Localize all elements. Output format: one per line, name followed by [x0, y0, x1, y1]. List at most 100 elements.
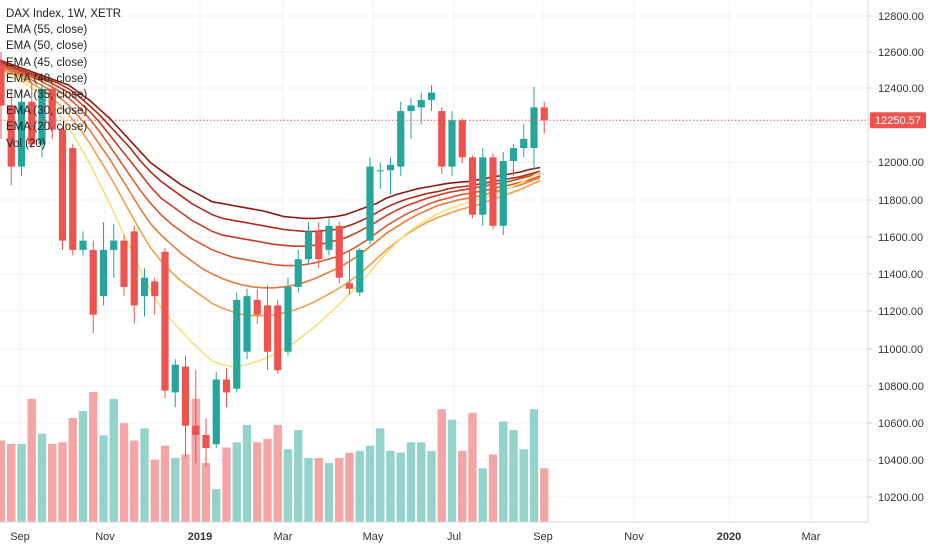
price-axis[interactable]: 12800.0012600.0012400.0012200.0012000.00… — [867, 0, 926, 522]
price-tick-label: 11000.00 — [878, 344, 923, 356]
time-tick-label: May — [363, 531, 384, 543]
candle-body — [540, 107, 548, 121]
candle[interactable] — [325, 218, 333, 256]
candle[interactable] — [120, 235, 128, 297]
candle-body — [110, 240, 118, 250]
candle[interactable] — [376, 162, 384, 189]
candle[interactable] — [294, 249, 302, 293]
volume-bar — [417, 442, 426, 522]
candle[interactable] — [89, 240, 97, 334]
candle[interactable] — [69, 144, 77, 256]
candle[interactable] — [171, 359, 179, 408]
legend-ema40[interactable]: EMA (40, close) — [6, 72, 88, 85]
candle[interactable] — [509, 144, 518, 176]
candle[interactable] — [448, 111, 456, 176]
candle[interactable] — [345, 249, 354, 295]
candle-body — [530, 107, 538, 149]
candle[interactable] — [161, 248, 169, 398]
candle-body — [48, 88, 56, 130]
candle[interactable] — [520, 124, 528, 158]
price-tick-label: 10600.00 — [878, 418, 924, 430]
candle[interactable] — [274, 299, 282, 374]
candle-body — [407, 105, 415, 112]
candle-body — [304, 231, 313, 260]
legend-ema35[interactable]: EMA (35, close) — [6, 89, 88, 102]
candle-body — [202, 435, 210, 448]
candle[interactable] — [17, 88, 26, 176]
candle[interactable] — [212, 372, 220, 448]
candle-body — [233, 299, 241, 389]
candle[interactable] — [99, 222, 108, 306]
candle[interactable] — [181, 355, 190, 458]
candle[interactable] — [233, 292, 241, 393]
candle[interactable] — [489, 153, 497, 230]
volume-bar — [273, 424, 282, 522]
candle-body — [58, 129, 67, 241]
volume-bar — [365, 445, 375, 522]
candle[interactable] — [222, 368, 231, 408]
candle[interactable] — [58, 125, 67, 250]
volume-bar — [447, 419, 457, 522]
legend-ema20[interactable]: EMA (20, close) — [6, 121, 88, 134]
volume-bar — [171, 457, 180, 522]
candle-body — [99, 249, 108, 297]
candle[interactable] — [79, 231, 87, 256]
candle[interactable] — [315, 222, 323, 269]
legend-ema50[interactable]: EMA (50, close) — [6, 40, 88, 53]
candle[interactable] — [243, 288, 251, 360]
candle[interactable] — [417, 92, 425, 125]
volume-bar — [263, 438, 272, 522]
candle[interactable] — [407, 98, 415, 139]
candle-body — [417, 99, 425, 108]
candle-body — [520, 138, 528, 149]
candle[interactable] — [48, 85, 56, 139]
candle-body — [294, 259, 302, 287]
volume-bar — [160, 445, 170, 522]
candle[interactable] — [304, 222, 313, 263]
legend-volume[interactable]: Vol (20) — [6, 137, 46, 150]
candle[interactable] — [7, 88, 15, 186]
candle[interactable] — [0, 51, 5, 139]
candle[interactable] — [468, 155, 477, 219]
candle[interactable] — [28, 81, 36, 149]
candle[interactable] — [263, 285, 272, 371]
candle[interactable] — [397, 101, 405, 176]
time-tick-label: Mar — [802, 531, 821, 543]
volume-bar — [283, 449, 293, 522]
candle[interactable] — [427, 85, 436, 112]
candle[interactable] — [356, 248, 364, 297]
legend-ema45[interactable]: EMA (45, close) — [6, 56, 88, 69]
volume-bar — [529, 409, 539, 522]
volume-bar — [89, 392, 98, 522]
candle-body — [356, 249, 364, 293]
time-axis[interactable]: Sep Nov 2019 Mar May Jul Sep Nov 2020 Mar — [0, 521, 868, 543]
candle[interactable] — [284, 277, 292, 356]
candle[interactable] — [386, 157, 395, 195]
candle[interactable] — [130, 225, 138, 324]
candle[interactable] — [253, 288, 261, 324]
price-tick-label: 12000.00 — [878, 157, 924, 169]
candle-body — [427, 92, 436, 100]
candle[interactable] — [151, 277, 159, 315]
candle[interactable] — [366, 157, 374, 245]
candle[interactable] — [458, 118, 466, 163]
candle[interactable] — [438, 107, 446, 174]
candle-body — [38, 88, 46, 145]
candle[interactable] — [192, 370, 200, 463]
candle-body — [28, 101, 36, 145]
candle[interactable] — [499, 151, 507, 236]
candle-body — [315, 231, 323, 260]
candle[interactable] — [202, 418, 210, 467]
time-tick-label: 2020 — [717, 531, 741, 543]
candle[interactable] — [530, 87, 538, 171]
candle[interactable] — [335, 222, 343, 284]
legend-ema55[interactable]: EMA (55, close) — [6, 24, 88, 37]
candle[interactable] — [479, 148, 487, 226]
candle[interactable] — [110, 223, 118, 278]
volume-bar — [253, 442, 262, 522]
candle[interactable] — [540, 101, 548, 134]
candle-body — [120, 240, 128, 287]
legend-ema30[interactable]: EMA (30, close) — [6, 105, 88, 118]
candle[interactable] — [140, 268, 149, 317]
